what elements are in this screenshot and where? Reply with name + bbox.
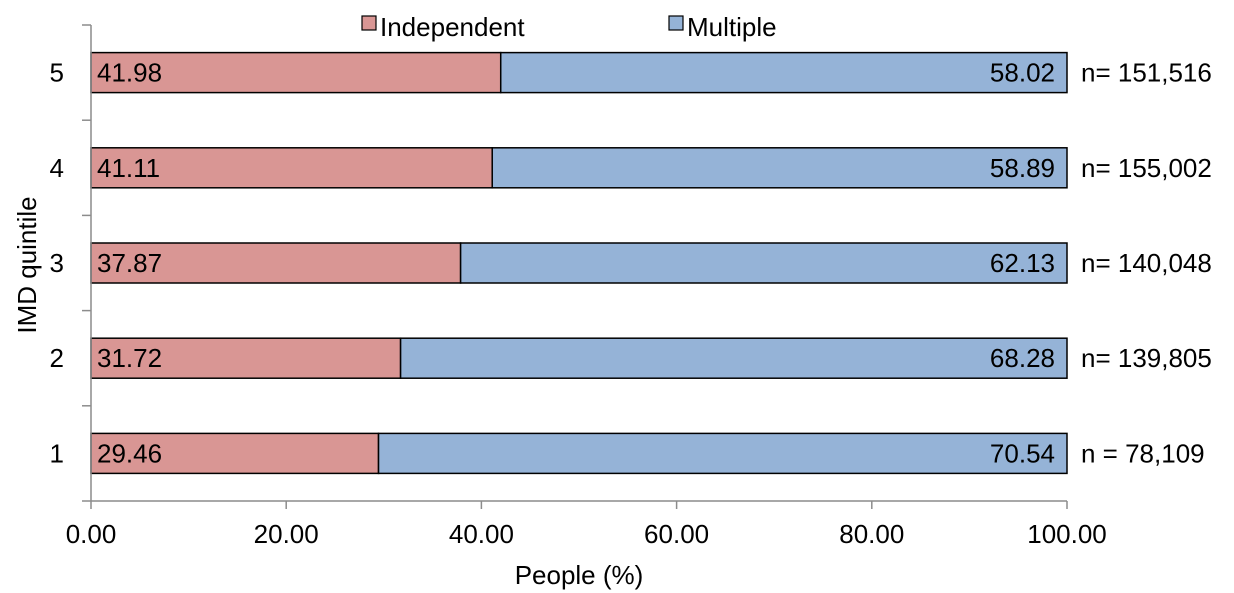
bar-multiple-4 [491, 147, 1068, 189]
y-tick-label-2: 2 [50, 343, 64, 373]
data-label-multiple-3: 62.13 [990, 248, 1055, 278]
bar-multiple-2 [399, 337, 1068, 379]
data-label-independent-3: 37.87 [97, 248, 162, 278]
axes [82, 24, 1068, 509]
bar-independent-1 [90, 432, 380, 475]
legend-swatch-multiple [668, 15, 684, 31]
y-tick-label-5: 5 [50, 58, 64, 88]
n-label-3: n= 140,048 [1081, 248, 1212, 278]
data-label-independent-1: 29.46 [97, 438, 162, 468]
n-label-4: n= 155,002 [1081, 153, 1212, 183]
data-label-multiple-1: 70.54 [990, 438, 1055, 468]
data-label-multiple-5: 58.02 [990, 58, 1055, 88]
y-tick-label-1: 1 [50, 438, 64, 468]
bars [90, 51, 1068, 475]
legend-label-independent: Independent [380, 12, 525, 42]
n-label-1: n = 78,109 [1081, 438, 1205, 468]
data-label-independent-5: 41.98 [97, 58, 162, 88]
data-label-independent-2: 31.72 [97, 343, 162, 373]
y-axis-title: IMD quintile [12, 196, 42, 333]
x-axis-title: People (%) [515, 560, 644, 590]
bar-multiple-3 [459, 242, 1068, 284]
x-tick-label-40.00: 40.00 [449, 519, 514, 549]
n-label-5: n= 151,516 [1081, 58, 1212, 88]
data-label-multiple-4: 58.89 [990, 153, 1055, 183]
x-tick-label-0.00: 0.00 [66, 519, 117, 549]
legend-label-multiple: Multiple [687, 12, 777, 42]
bar-multiple-5 [499, 51, 1068, 94]
x-tick-label-80.00: 80.00 [839, 519, 904, 549]
data-label-independent-4: 41.11 [97, 153, 160, 183]
legend: Independent Multiple [361, 12, 777, 42]
bar-independent-5 [90, 51, 502, 94]
y-tick-label-3: 3 [50, 248, 64, 278]
bar-independent-3 [90, 242, 462, 284]
data-label-multiple-2: 68.28 [990, 343, 1055, 373]
legend-swatch-independent [361, 15, 377, 31]
bar-independent-4 [90, 147, 493, 189]
x-tick-label-100.00: 100.00 [1027, 519, 1107, 549]
y-tick-label-4: 4 [50, 153, 64, 183]
labels: 41.98 58.02 n= 151,516 5 41.11 58.89 n= 155,00… [50, 58, 1212, 549]
x-tick-label-60.00: 60.00 [644, 519, 709, 549]
n-label-2: n= 139,805 [1081, 343, 1212, 373]
bar-multiple-1 [377, 432, 1068, 475]
x-tick-label-20.00: 20.00 [254, 519, 319, 549]
